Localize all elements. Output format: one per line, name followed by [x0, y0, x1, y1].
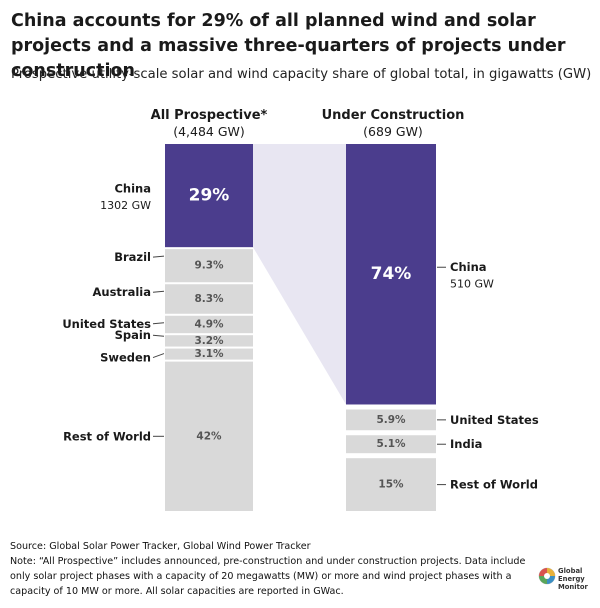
source-note: Source: Global Solar Power Tracker, Glob…: [10, 541, 311, 552]
category-label-rest-of-world-all-prospective: Rest of World: [63, 429, 151, 443]
bar-segment-india-under-construction: [346, 435, 436, 454]
category-label-china-under-construction: China: [450, 260, 487, 274]
category-label-united-states-under-construction: United States: [450, 413, 539, 427]
category-label-sweden-all-prospective: Sweden: [100, 351, 151, 365]
bar-segment-united-states-under-construction: [346, 409, 436, 431]
category-sublabel-china-under-construction: 510 GW: [450, 278, 494, 291]
category-sublabel-china-all-prospective: 1302 GW: [100, 199, 151, 212]
category-label-india-under-construction: India: [450, 437, 482, 451]
bar-segment-united-states-all-prospective: [165, 315, 253, 334]
data-label-united-states-all-prospective: 4.9%: [194, 318, 224, 330]
category-label-australia-all-prospective: Australia: [92, 285, 151, 299]
note-line-2: only solar project phases with a capacit…: [10, 571, 512, 582]
bar-segment-sweden-all-prospective: [165, 348, 253, 360]
column-total-under-construction: (689 GW): [363, 124, 423, 139]
gem-logo: Global Energy Monitor: [538, 563, 598, 603]
bar-segment-rest-of-world-under-construction: [346, 458, 436, 511]
column-total-all-prospective: (4,484 GW): [173, 124, 245, 139]
chart-footer: Source: Global Solar Power Tracker, Glob…: [10, 539, 526, 599]
bar-segment-rest-of-world-all-prospective: [165, 361, 253, 511]
column-header-all-prospective: All Prospective*: [151, 108, 268, 123]
bar-segment-china-under-construction: [346, 144, 436, 405]
stacked-bar-chart: All Prospective*(4,484 GW) 29% China 1302 G…: [62, 108, 539, 511]
tick-united-states-all-prospective: [152, 322, 165, 325]
category-label-china-all-prospective: China: [114, 182, 151, 196]
data-label-china-under-construction: 74%: [371, 264, 412, 284]
data-label-brazil-all-prospective: 9.3%: [194, 260, 224, 272]
data-label-rest-of-world-under-construction: 15%: [378, 479, 404, 491]
bar-segment-brazil-all-prospective: [165, 249, 253, 283]
bar-segment-spain-all-prospective: [165, 335, 253, 347]
note-line-1: Note: “All Prospective” includes announc…: [10, 556, 526, 567]
category-label-united-states-all-prospective: United States: [62, 317, 151, 331]
category-label-spain-all-prospective: Spain: [115, 328, 151, 342]
note-line-3: capacity of 10 MW or more. All solar cap…: [10, 586, 344, 597]
data-label-united-states-under-construction: 5.9%: [376, 414, 406, 426]
tick-brazil-all-prospective: [152, 255, 165, 258]
chart-title: China accounts for 29% of all planned wi…: [11, 11, 566, 81]
tick-sweden-all-prospective: [152, 353, 165, 359]
tick-spain-all-prospective: [152, 334, 165, 337]
bar-segment-australia-all-prospective: [165, 284, 253, 314]
data-label-rest-of-world-all-prospective: 42%: [196, 430, 222, 442]
data-label-sweden-all-prospective: 3.1%: [194, 348, 224, 360]
bar-segment-china-all-prospective: [165, 144, 253, 248]
data-label-spain-all-prospective: 3.2%: [194, 335, 224, 347]
category-label-rest-of-world-under-construction: Rest of World: [450, 478, 538, 492]
column-header-under-construction: Under Construction: [322, 108, 465, 123]
chart-subtitle: Prospective utility-scale solar and wind…: [11, 67, 592, 82]
china-connector-band: [253, 144, 346, 405]
category-label-brazil-all-prospective: Brazil: [114, 250, 151, 264]
globe-logo-icon: [538, 567, 556, 585]
logo-line-2: Energy: [558, 575, 585, 583]
data-label-australia-all-prospective: 8.3%: [194, 293, 224, 305]
logo-text: Global Energy Monitor: [558, 567, 588, 591]
data-label-india-under-construction: 5.1%: [376, 438, 406, 450]
tick-australia-all-prospective: [152, 290, 165, 293]
data-label-china-all-prospective: 29%: [189, 186, 230, 206]
logo-line-3: Monitor: [558, 583, 588, 591]
logo-line-1: Global: [558, 567, 583, 575]
